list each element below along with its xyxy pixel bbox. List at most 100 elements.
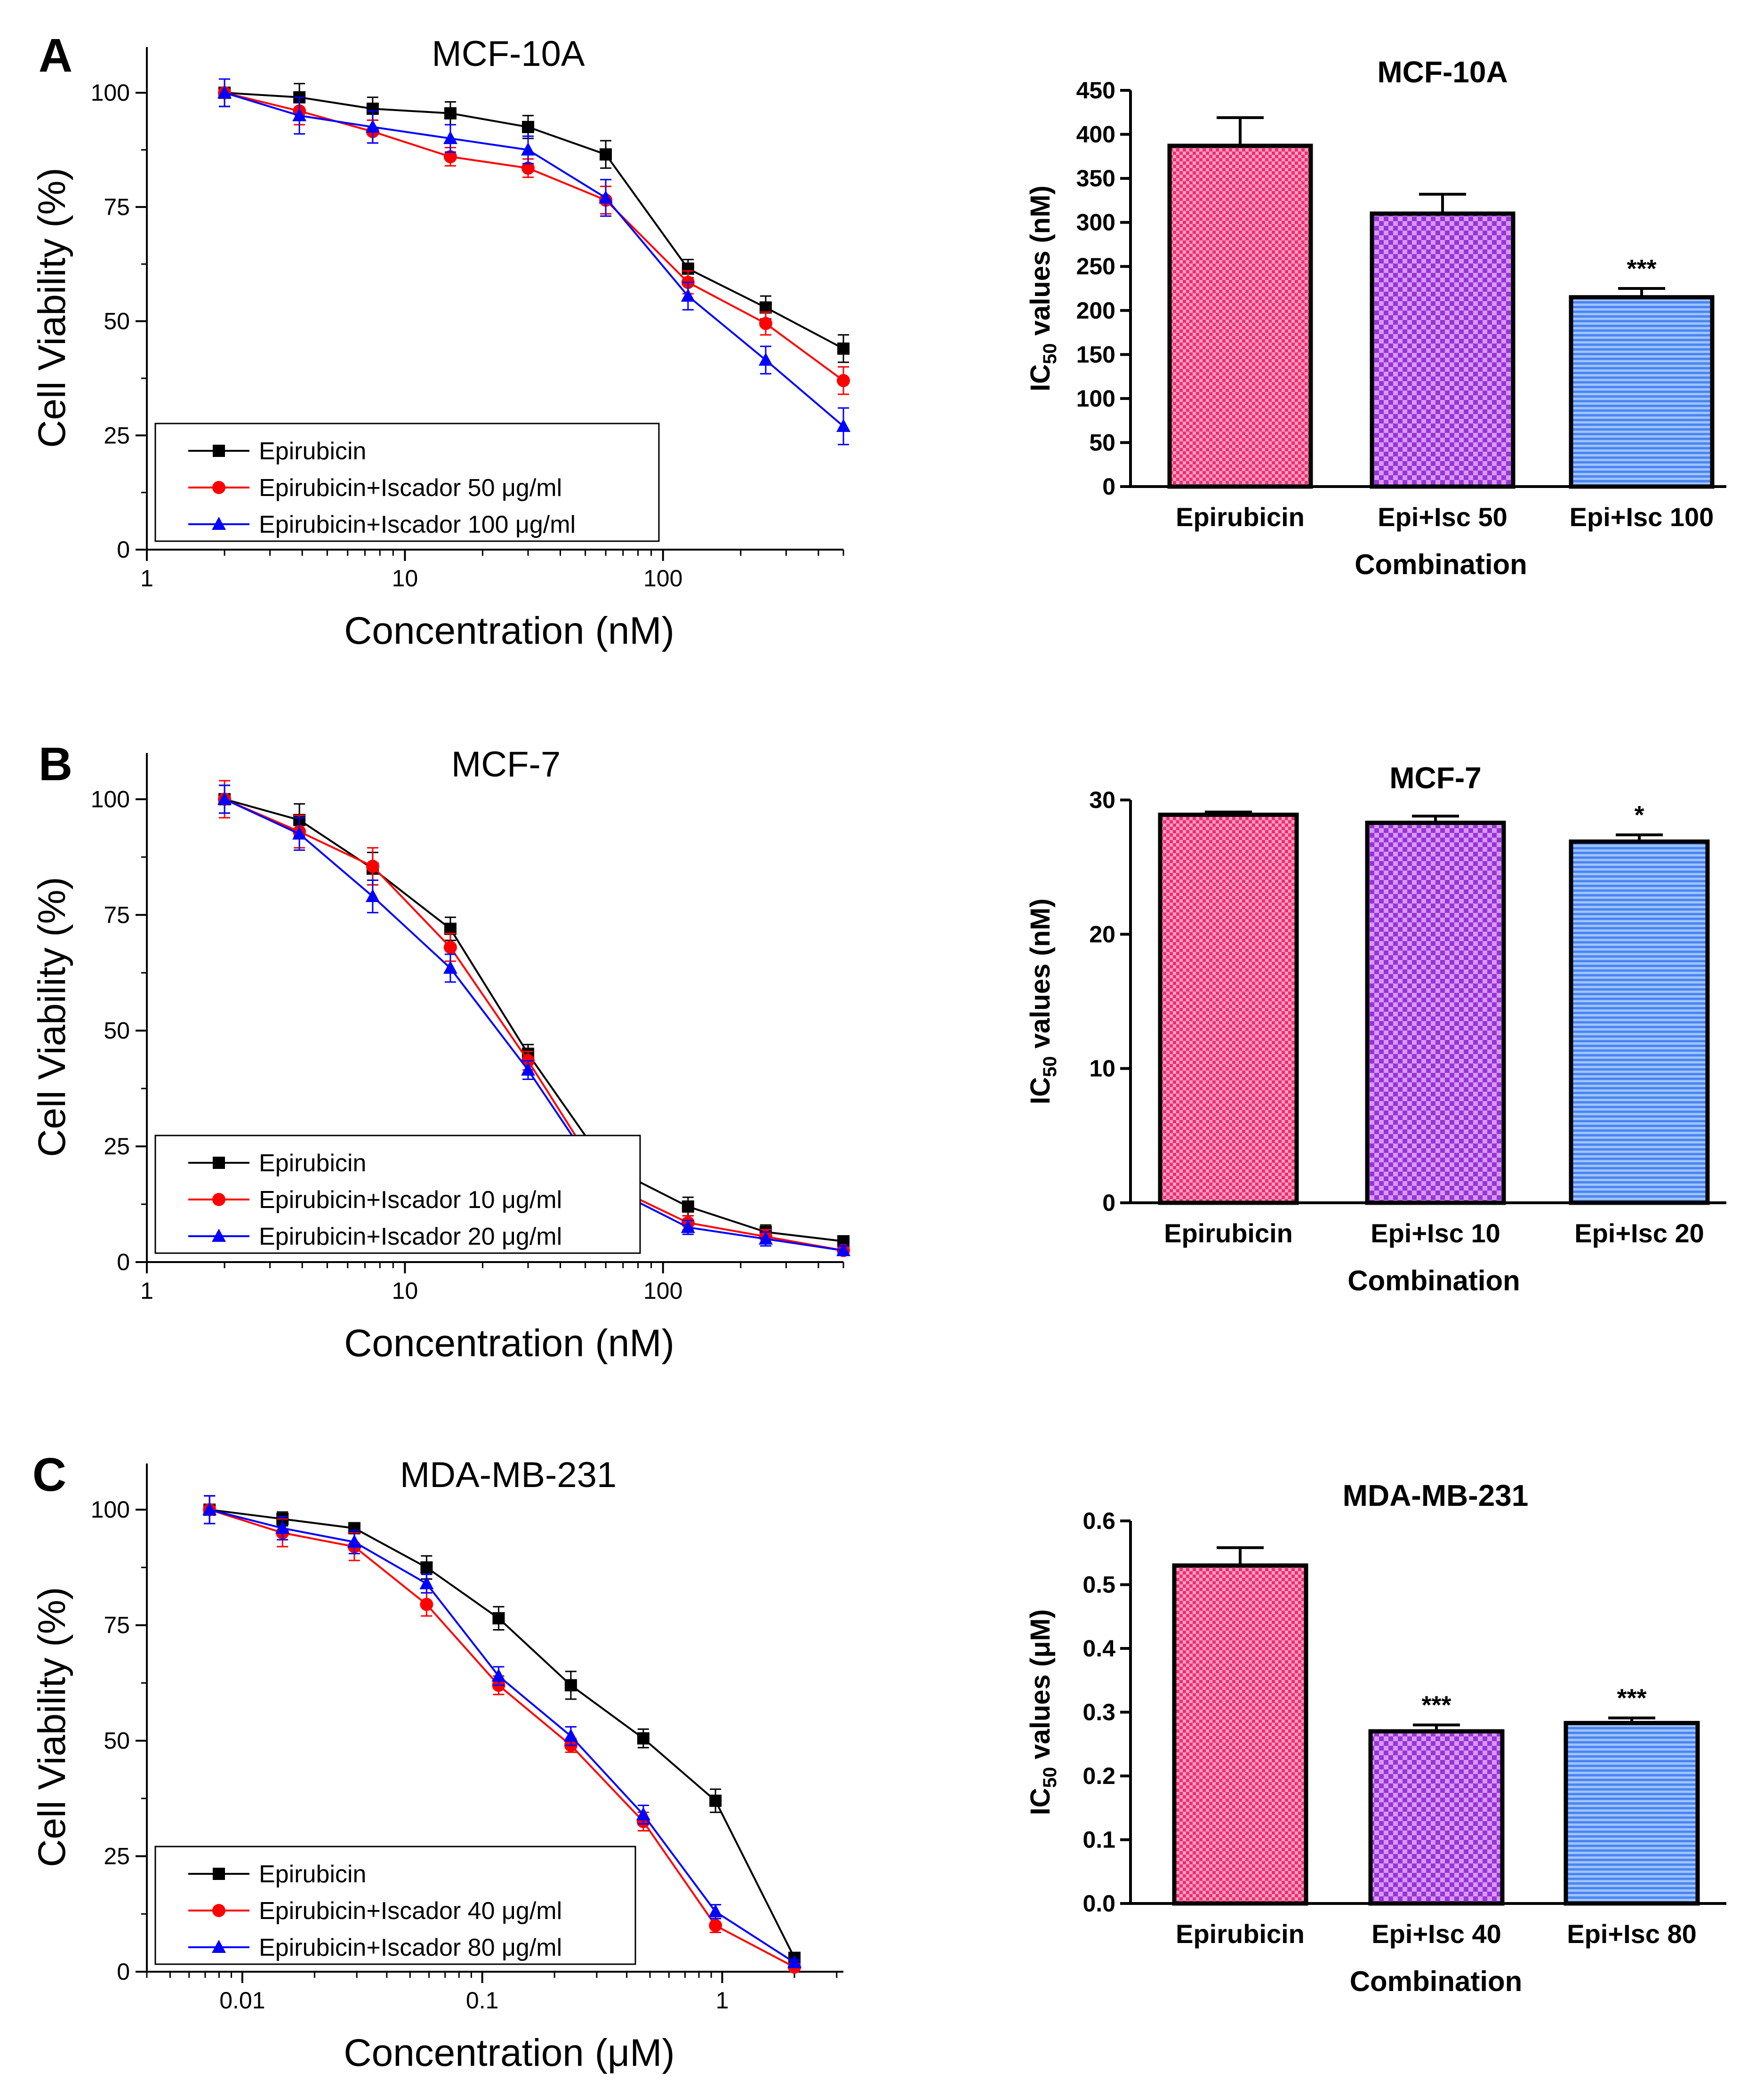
data-point <box>521 120 534 133</box>
x-tick-label: 10 <box>392 565 418 592</box>
y-tick-label: 450 <box>1076 77 1115 104</box>
y-tick-label: 75 <box>104 194 130 220</box>
y-tick-label: 0 <box>117 1249 130 1275</box>
category-label: Epirubicin <box>1176 1919 1305 1949</box>
y-axis-label: IC50 values (nM) <box>1025 185 1060 392</box>
y-tick-label: 100 <box>91 80 130 106</box>
data-point <box>217 792 232 805</box>
data-point <box>366 859 379 873</box>
line-chart-C-line: 0 25 50 75 100 0.01 0.1 1 Concentration (μM) Cell… <box>31 1455 843 2074</box>
data-point <box>758 352 773 366</box>
chart-title: MCF-7 <box>1389 761 1482 795</box>
y-tick-label: 400 <box>1076 121 1115 148</box>
y-axis-label: Cell Viability (%) <box>31 877 73 1157</box>
data-point <box>599 190 613 204</box>
legend: Epirubicin Epirubicin+Iscador 10 μg/ml Epi… <box>154 1135 641 1254</box>
category-label: Epi+Isc 40 <box>1371 1919 1501 1949</box>
x-tick-label: 100 <box>643 1278 682 1304</box>
legend-marker <box>212 1229 226 1242</box>
legend-marker <box>212 1193 225 1206</box>
chart-title: MCF-10A <box>432 34 585 74</box>
data-point <box>709 1794 722 1807</box>
x-axis-label: Combination <box>1350 1966 1523 1997</box>
y-axis-label: IC50 values (nM) <box>1025 898 1060 1104</box>
x-axis-label: Concentration (nM) <box>344 1322 674 1365</box>
data-point <box>708 1904 723 1918</box>
data-point <box>600 148 612 161</box>
data-point <box>443 131 457 144</box>
data-point <box>275 1520 290 1534</box>
data-point <box>836 1243 850 1256</box>
bar-chart-A-bar: 0 50 100 150 200 250 300 350 400 450 Epirubicin Epi… <box>1025 55 1726 580</box>
y-tick-label: 10 <box>1089 1055 1115 1082</box>
legend-label: Epirubicin+Iscador 50 μg/ml <box>259 474 562 502</box>
bar <box>1569 295 1715 489</box>
legend: Epirubicin Epirubicin+Iscador 50 μg/ml Epi… <box>154 423 660 542</box>
bar-group-1: Epi+Isc 50 <box>1370 192 1515 532</box>
y-tick-label: 350 <box>1076 165 1115 192</box>
data-point <box>681 288 695 302</box>
y-tick-label: 100 <box>91 786 130 812</box>
legend-marker <box>213 1157 225 1169</box>
y-tick-label: 20 <box>1089 921 1115 947</box>
legend: Epirubicin Epirubicin+Iscador 40 μg/ml Epi… <box>154 1846 636 1965</box>
data-point <box>636 1807 650 1821</box>
data-point <box>836 418 850 432</box>
chart-title: MDA-MB-231 <box>1343 1479 1529 1512</box>
bar <box>1370 211 1515 489</box>
bar-group-2: *** Epi+Isc 80 <box>1564 1684 1700 1949</box>
y-tick-label: 25 <box>104 1843 130 1870</box>
bar <box>1368 1729 1505 1906</box>
y-axis-label: Cell Viability (%) <box>31 1587 73 1867</box>
x-tick-label: 10 <box>392 1278 418 1304</box>
bar-group-2: * Epi+Isc 20 <box>1569 801 1710 1248</box>
y-tick-label: 30 <box>1089 787 1115 813</box>
data-point <box>759 317 772 330</box>
legend-box <box>154 1135 641 1254</box>
y-tick-label: 50 <box>1089 429 1115 456</box>
data-point <box>491 1668 506 1682</box>
category-label: Epi+Isc 80 <box>1567 1919 1697 1949</box>
data-point <box>419 1576 434 1590</box>
y-tick-label: 25 <box>104 422 130 448</box>
category-label: Epi+Isc 20 <box>1574 1218 1704 1248</box>
panel-letter-b: B <box>39 738 72 791</box>
y-axis-label-rest: values (μM) <box>1025 1609 1056 1767</box>
data-point <box>420 1561 433 1574</box>
y-tick-label: 0 <box>1102 473 1115 500</box>
y-tick-label: 0.0 <box>1082 1890 1115 1917</box>
legend-marker <box>213 445 225 457</box>
legend-label: Epirubicin+Iscador 80 μg/ml <box>259 1934 562 1961</box>
data-point <box>217 85 232 99</box>
x-tick-label: 100 <box>643 565 682 592</box>
legend-marker <box>212 1940 226 1953</box>
significance-label: *** <box>1627 255 1656 283</box>
y-tick-label: 50 <box>104 308 130 335</box>
y-tick-label: 0 <box>117 536 130 563</box>
y-tick-label: 200 <box>1076 297 1115 324</box>
x-axis-label: Concentration (nM) <box>344 609 674 652</box>
data-point <box>637 1732 649 1745</box>
y-axis-label-main: IC <box>1025 1788 1056 1815</box>
y-tick-label: 150 <box>1076 341 1115 368</box>
chart-title: MCF-7 <box>451 744 561 784</box>
category-label: Epi+Isc 10 <box>1371 1218 1500 1248</box>
data-point <box>443 150 457 164</box>
legend-marker <box>212 1904 225 1917</box>
y-axis-label-main: IC <box>1025 364 1056 392</box>
data-point <box>709 1919 722 1932</box>
data-point <box>443 941 457 954</box>
legend-label: Epirubicin+Iscador 40 μg/ml <box>259 1897 562 1925</box>
series-0 <box>218 78 850 363</box>
data-point <box>492 1612 505 1624</box>
bar <box>1564 1721 1700 1906</box>
y-tick-label: 250 <box>1076 253 1115 280</box>
x-tick-label: 1 <box>716 1987 729 2014</box>
y-axis-label-sub: 50 <box>1040 1056 1060 1077</box>
y-tick-label: 75 <box>104 902 130 928</box>
y-tick-label: 300 <box>1076 209 1115 236</box>
y-axis-label-rest: values (nM) <box>1025 898 1056 1056</box>
bar <box>1167 144 1313 489</box>
